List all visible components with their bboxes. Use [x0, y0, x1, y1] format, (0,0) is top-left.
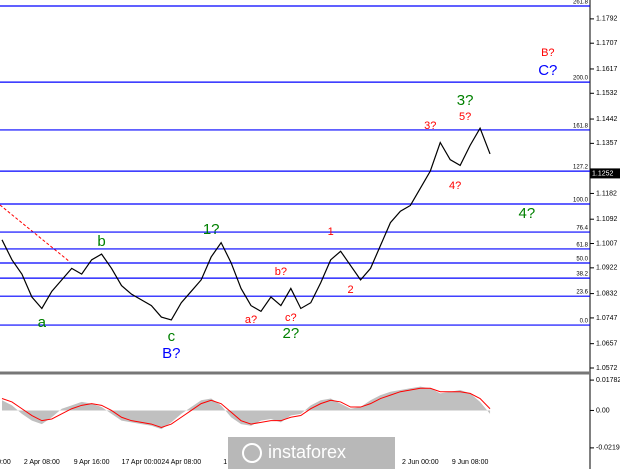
- watermark-icon: [242, 443, 262, 463]
- wave-label: b?: [275, 266, 287, 278]
- last-price-box: [590, 168, 620, 179]
- y-tick-label: 1.1442: [596, 116, 618, 123]
- watermark-box: instaforex: [228, 437, 395, 469]
- fib-label: 23.6: [576, 290, 588, 296]
- wave-label: 4?: [519, 205, 536, 222]
- wave-label: 1: [328, 226, 334, 238]
- wave-label: 2: [348, 284, 354, 296]
- fib-label: 76.4: [576, 226, 588, 232]
- wave-label: B?: [162, 345, 180, 362]
- x-tick-label: 9 Apr 16:00: [74, 459, 110, 466]
- fib-label: 127.2: [573, 165, 589, 171]
- wave-label: c?: [285, 312, 297, 324]
- y-tick-label: 1.0832: [596, 290, 618, 297]
- wave-label: 3?: [424, 120, 436, 132]
- signal-line: [1, 387, 491, 429]
- fib-label: 61.8: [576, 243, 588, 249]
- x-tick-label: 17 Apr 00:00: [122, 459, 162, 466]
- y-tick-label: 1.0657: [596, 341, 618, 348]
- y-tick-label: 0.01782: [596, 377, 620, 384]
- y-tick-label: 1.1792: [596, 16, 618, 23]
- trend-line: [0, 204, 71, 263]
- watermark-bg: [228, 437, 395, 469]
- wave-label: 1?: [203, 221, 220, 238]
- watermark: instaforex: [268, 442, 346, 462]
- wave-label: 3?: [457, 92, 474, 109]
- fib-label: 200.0: [573, 76, 589, 82]
- y-tick-label: 1.0922: [596, 265, 618, 272]
- y-tick-label: 1.1617: [596, 66, 618, 73]
- wave-label: C?: [538, 62, 557, 79]
- wave-label: a?: [245, 314, 257, 326]
- wave-label: b: [97, 233, 105, 250]
- fib-label: 161.8: [573, 123, 589, 129]
- wave-label: 2?: [282, 325, 299, 342]
- fib-label: 50.0: [576, 257, 588, 263]
- x-tick-label: 9 Jun 08:00: [452, 459, 489, 466]
- y-tick-label: 1.1182: [596, 190, 617, 197]
- x-tick-label: 2 Apr 08:00: [24, 459, 60, 466]
- x-tick-label: 2 Jun 00:00: [402, 459, 439, 466]
- y-tick-label: 1.1707: [596, 40, 618, 47]
- y-tick-label: 0.00: [596, 407, 610, 414]
- y-tick-label: -0.02198: [596, 445, 620, 452]
- y-tick-label: 1.1532: [596, 90, 618, 97]
- x-tick-label: 00:00: [0, 459, 11, 466]
- price-line: [1, 126, 491, 321]
- y-tick-label: 1.1007: [596, 240, 618, 247]
- wave-label: c: [168, 328, 176, 345]
- fib-label: 261.8: [573, 0, 589, 6]
- fib-label: 0.0: [580, 319, 589, 325]
- fib-label: 38.2: [576, 272, 588, 278]
- y-tick-label: 1.1357: [596, 140, 618, 147]
- last-price: 1.1252: [592, 170, 614, 177]
- y-tick-label: 1.0747: [596, 315, 618, 322]
- y-tick-label: 1.1092: [596, 216, 618, 223]
- y-tick-label: 1.0572: [596, 365, 618, 372]
- wave-label: a: [38, 314, 47, 331]
- fib-label: 100.0: [573, 198, 589, 204]
- wave-label: B?: [541, 47, 554, 59]
- x-tick-label: 24 Apr 08:00: [161, 459, 201, 466]
- wave-label: 4?: [449, 180, 461, 192]
- wave-label: 5?: [459, 111, 471, 123]
